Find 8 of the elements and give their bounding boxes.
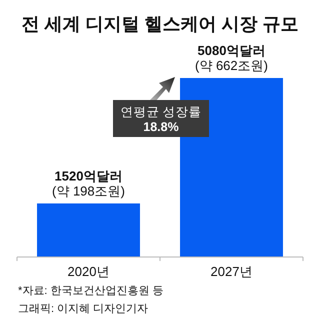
x-tick-label: 2020년 — [68, 264, 110, 279]
annotation: 연평균 성장률 18.8% — [120, 105, 202, 134]
chart-title: 전 세계 디지털 헬스케어 시장 규모 — [21, 14, 299, 34]
data-label: 5080억달러 (약 662조원) — [195, 43, 268, 73]
data-label: 1520억달러 (약 198조원) — [52, 168, 125, 198]
text: *자료: 한국보건산업진흥원 등 — [18, 285, 164, 297]
text: 그래픽: 이지혜 디자인기자 — [18, 303, 148, 315]
x-tick-label: 2027년 — [210, 264, 252, 279]
